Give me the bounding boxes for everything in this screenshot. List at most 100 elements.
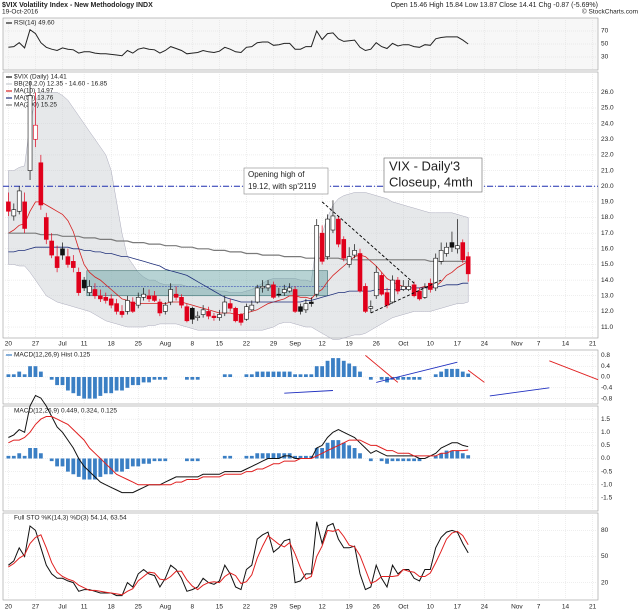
trend-line <box>321 201 415 284</box>
y-tick-label: 70 <box>601 28 609 35</box>
bar <box>320 366 325 377</box>
bar <box>293 455 297 459</box>
trend-line <box>489 387 550 397</box>
chart-date: 19-Oct-2016 <box>2 9 39 16</box>
bar <box>450 368 454 377</box>
x-tick-label: 17 <box>454 604 462 611</box>
y-tick-label: 12.0 <box>601 308 614 315</box>
candle-body <box>81 279 87 289</box>
x-tick-label: 14 <box>562 341 570 348</box>
x-tick-label: Sep <box>289 341 301 348</box>
trend-line <box>549 360 599 381</box>
candle-body <box>38 162 44 206</box>
bar <box>157 458 162 462</box>
bar <box>71 458 76 475</box>
y-tick-label: 17.0 <box>601 230 614 237</box>
x-tick-label: 15 <box>216 341 224 348</box>
panel <box>2 512 599 601</box>
candle-body <box>438 250 444 262</box>
y-tick-label: 20 <box>601 579 609 586</box>
bar <box>120 458 124 472</box>
bar <box>22 455 27 459</box>
ma-line <box>8 232 469 262</box>
bar <box>103 377 108 394</box>
candle-body <box>244 306 249 320</box>
candle-body <box>87 286 92 293</box>
candle-body <box>417 290 422 300</box>
bar <box>66 377 70 391</box>
candle-body <box>357 253 363 292</box>
bar <box>190 458 195 462</box>
support-zone <box>86 270 328 297</box>
candle-body <box>265 284 271 289</box>
bar <box>147 377 151 383</box>
bar <box>358 453 362 459</box>
bar <box>460 453 465 459</box>
y-tick-label: 23.0 <box>601 136 614 143</box>
candle-body <box>249 304 255 311</box>
x-tick-label: 15 <box>216 604 224 611</box>
bar <box>157 377 162 380</box>
x-tick-label: 22 <box>243 341 251 348</box>
x-tick-label: 26 <box>373 604 381 611</box>
panels: 30 50 70 RSI(14) 49.60 11.0 12.0 13.0 14.0 15.0 1… <box>2 17 614 611</box>
y-tick-label: 0.5 <box>601 442 610 449</box>
bar <box>444 450 449 459</box>
bar <box>368 458 373 462</box>
x-tick-label: Jul <box>58 604 67 611</box>
candle-body <box>449 242 455 248</box>
y-tick-label: 24.0 <box>601 120 614 127</box>
y-tick-label: -0.4 <box>601 385 613 392</box>
x-tick-label: 8 <box>191 341 195 348</box>
x-tick-label: 25 <box>135 341 143 348</box>
bar <box>352 366 357 377</box>
candle-body <box>103 297 109 301</box>
candle-body <box>76 271 82 293</box>
bar <box>433 455 438 459</box>
x-tick-label: 8 <box>191 604 195 611</box>
x-tick-label: Nov <box>511 341 523 348</box>
candle-body <box>146 295 152 300</box>
candle-body <box>22 201 27 229</box>
bar <box>266 453 270 459</box>
bar <box>331 440 335 459</box>
legend-label: MA(10) 14.97 <box>14 88 54 95</box>
candle-body <box>238 314 244 323</box>
bar <box>271 371 276 377</box>
bar <box>222 374 227 377</box>
y-tick-label: 20.0 <box>601 183 614 190</box>
x-tick-label: 19 <box>346 341 354 348</box>
bar <box>82 458 87 480</box>
y-tick-label: 18.0 <box>601 214 614 221</box>
bar <box>6 455 11 459</box>
bar <box>93 458 97 480</box>
x-tick-label: 27 <box>32 604 40 611</box>
candle-body <box>411 284 417 297</box>
bar <box>17 453 22 459</box>
bar <box>114 377 119 391</box>
bar <box>125 458 130 469</box>
bar <box>195 458 200 462</box>
bar <box>87 377 92 399</box>
bar <box>125 377 130 388</box>
y-tick-label: 0.8 <box>601 352 610 359</box>
candle-body <box>217 314 222 318</box>
candle-body <box>433 257 439 289</box>
candle-body <box>135 297 141 306</box>
x-tick-label: 20 <box>5 604 13 611</box>
candle-body <box>406 286 411 290</box>
bar <box>130 458 135 467</box>
candle-body <box>119 311 125 315</box>
bar <box>60 377 65 386</box>
bar <box>352 448 357 459</box>
bar <box>76 377 81 396</box>
candle-body <box>33 124 38 140</box>
candle-body <box>6 201 11 212</box>
bar <box>33 448 38 459</box>
bar <box>395 377 400 380</box>
bar <box>82 377 87 399</box>
candle-body <box>211 315 217 318</box>
x-tick-label: 24 <box>481 604 489 611</box>
candle-body <box>184 306 190 322</box>
x-tick-label: 20 <box>5 341 13 348</box>
